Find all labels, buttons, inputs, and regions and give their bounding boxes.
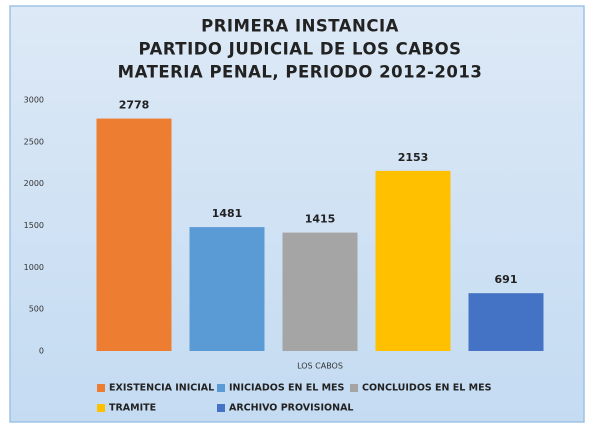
chart-title: PRIMERA INSTANCIA xyxy=(201,17,399,36)
value-label: 2153 xyxy=(398,151,429,164)
legend-swatch xyxy=(350,384,358,392)
bar xyxy=(375,170,451,351)
y-tick-label: 3000 xyxy=(24,96,44,105)
legend-swatch xyxy=(97,384,105,392)
y-tick-label: 1000 xyxy=(24,263,44,272)
bar xyxy=(96,118,172,351)
legend-label: ARCHIVO PROVISIONAL xyxy=(229,403,354,414)
value-label: 691 xyxy=(495,273,518,286)
y-tick-label: 2500 xyxy=(24,137,44,146)
legend-label: EXISTENCIA INICIAL xyxy=(109,383,214,394)
bar xyxy=(189,227,265,351)
y-tick-label: 1500 xyxy=(24,221,44,230)
value-label: 1481 xyxy=(212,207,243,220)
bar xyxy=(468,293,544,351)
legend-label: INICIADOS EN EL MES xyxy=(229,383,345,394)
legend-label: CONCLUIDOS EN EL MES xyxy=(362,383,492,394)
y-tick-label: 500 xyxy=(29,305,44,314)
value-label: 2778 xyxy=(119,99,150,112)
value-label: 1415 xyxy=(305,213,336,226)
chart-title: PARTIDO JUDICIAL DE LOS CABOS xyxy=(139,40,462,59)
legend-swatch xyxy=(97,404,105,412)
bar xyxy=(282,232,358,351)
legend-label: TRAMITE xyxy=(109,403,156,414)
y-tick-label: 0 xyxy=(39,347,44,356)
x-tick-label: LOS CABOS xyxy=(297,362,343,371)
chart-title: MATERIA PENAL, PERIODO 2012-2013 xyxy=(118,63,483,82)
y-tick-label: 2000 xyxy=(24,179,44,188)
legend-swatch xyxy=(217,384,225,392)
legend-swatch xyxy=(217,404,225,412)
